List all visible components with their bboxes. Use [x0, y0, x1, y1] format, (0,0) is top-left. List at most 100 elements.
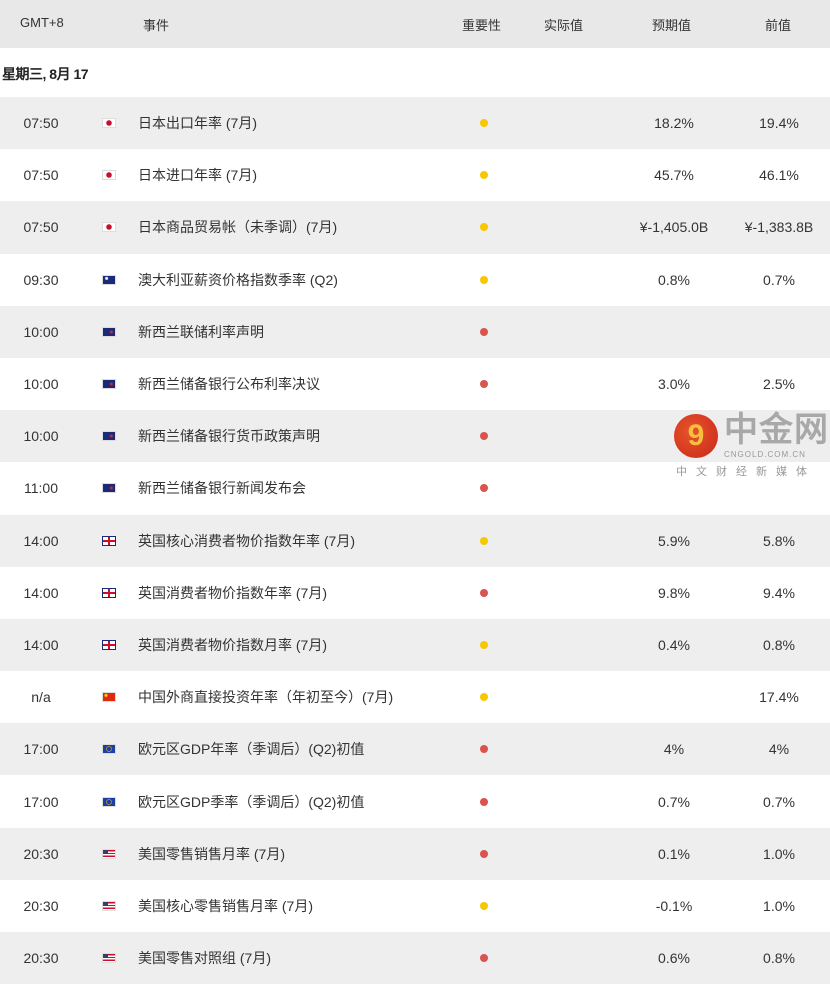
- flag-eu-icon: [102, 796, 116, 807]
- importance-high-icon: [480, 797, 488, 806]
- flag-gb-icon: [102, 535, 116, 546]
- previous-value: 0.8%: [763, 950, 795, 967]
- event-name[interactable]: 英国消费者物价指数月率 (7月): [138, 636, 327, 653]
- importance-high-icon: [480, 484, 488, 493]
- forecast-value: 0.1%: [658, 845, 690, 862]
- forecast-value: 0.4%: [658, 636, 690, 653]
- watermark: 9 中金网 CNGOLD.COM.CN 中文财经新媒体: [672, 412, 830, 484]
- col-previous: 前值: [765, 18, 792, 33]
- event-name[interactable]: 中国外商直接投资年率（年初至今）(7月): [138, 689, 394, 706]
- event-name[interactable]: 澳大利亚薪资价格指数季率 (Q2): [138, 271, 338, 288]
- col-actual: 实际值: [544, 18, 584, 33]
- importance-medium-icon: [480, 640, 488, 649]
- table-row[interactable]: 10:00 新西兰联储利率声明: [0, 305, 830, 358]
- table-row[interactable]: 14:00 英国消费者物价指数月率 (7月) 0.4% 0.8%: [0, 618, 830, 672]
- event-name[interactable]: 英国消费者物价指数年率 (7月): [138, 584, 327, 601]
- flag-us-icon: [102, 953, 116, 964]
- table-row[interactable]: 07:50 日本进口年率 (7月) 45.7% 46.1%: [0, 149, 830, 201]
- importance-medium-icon: [480, 693, 488, 702]
- importance-medium-icon: [480, 275, 488, 284]
- event-time: 20:30: [23, 845, 59, 862]
- flag-nz-icon: [102, 431, 116, 442]
- flag-jp-icon: [102, 222, 116, 233]
- flag-jp-icon: [102, 118, 116, 129]
- event-name[interactable]: 欧元区GDP季率（季调后）(Q2)初值: [138, 793, 365, 810]
- event-name[interactable]: 新西兰储备银行公布利率决议: [138, 376, 320, 393]
- table-row[interactable]: 07:50 日本商品贸易帐（未季调）(7月) ¥-1,405.0B ¥-1,38…: [0, 201, 830, 254]
- previous-value: ¥-1,383.8B: [744, 219, 814, 236]
- event-time: 10:00: [23, 376, 59, 393]
- importance-high-icon: [480, 380, 488, 389]
- event-name[interactable]: 新西兰储备银行新闻发布会: [138, 480, 306, 497]
- event-name[interactable]: 日本商品贸易帐（未季调）(7月): [138, 219, 338, 236]
- importance-high-icon: [480, 432, 488, 441]
- previous-value: 2.5%: [763, 376, 795, 393]
- table-row[interactable]: 20:30 美国零售对照组 (7月) 0.6% 0.8%: [0, 932, 830, 984]
- watermark-name: 中金网: [724, 411, 829, 449]
- previous-value: 4%: [768, 741, 790, 758]
- watermark-slogan: 中文财经新媒体: [676, 466, 816, 478]
- previous-value: 9.4%: [763, 584, 795, 601]
- table-row[interactable]: 14:00 英国消费者物价指数年率 (7月) 9.8% 9.4%: [0, 567, 830, 619]
- event-name[interactable]: 欧元区GDP年率（季调后）(Q2)初值: [138, 741, 365, 758]
- previous-value: 17.4%: [759, 689, 799, 706]
- table-row[interactable]: 10:00 新西兰储备银行公布利率决议 3.0% 2.5%: [0, 358, 830, 410]
- event-name[interactable]: 日本进口年率 (7月): [138, 167, 257, 184]
- table-row[interactable]: 17:00 欧元区GDP年率（季调后）(Q2)初值 4% 4%: [0, 723, 830, 776]
- event-time: 07:50: [23, 167, 59, 184]
- flag-nz-icon: [102, 326, 116, 337]
- previous-value: 0.7%: [763, 271, 795, 288]
- cngold-logo-icon: 9: [674, 414, 718, 458]
- event-name[interactable]: 美国零售对照组 (7月): [138, 950, 271, 967]
- table-row[interactable]: 07:50 日本出口年率 (7月) 18.2% 19.4%: [0, 97, 830, 150]
- watermark-url: CNGOLD.COM.CN: [724, 450, 806, 459]
- flag-us-icon: [102, 848, 116, 859]
- forecast-value: 0.7%: [658, 793, 690, 810]
- table-row[interactable]: 20:30 美国核心零售销售月率 (7月) -0.1% 1.0%: [0, 880, 830, 932]
- table-row[interactable]: 14:00 英国核心消费者物价指数年率 (7月) 5.9% 5.8%: [0, 514, 830, 567]
- event-name[interactable]: 新西兰联储利率声明: [138, 323, 264, 340]
- event-time: 09:30: [23, 271, 59, 288]
- event-name[interactable]: 美国核心零售销售月率 (7月): [138, 897, 313, 914]
- table-row[interactable]: n/a 中国外商直接投资年率（年初至今）(7月) 17.4%: [0, 671, 830, 723]
- event-list: 07:50 日本出口年率 (7月) 18.2% 19.4% 07:50 日本进口年…: [0, 97, 830, 984]
- flag-nz-icon: [102, 379, 116, 390]
- event-name[interactable]: 美国零售销售月率 (7月): [138, 845, 285, 862]
- forecast-value: 18.2%: [654, 115, 694, 132]
- forecast-value: 0.6%: [658, 950, 690, 967]
- event-time: 14:00: [23, 636, 59, 653]
- date-heading: 星期三, 8月 17: [2, 66, 89, 82]
- event-name[interactable]: 日本出口年率 (7月): [138, 115, 257, 132]
- forecast-value: -0.1%: [655, 897, 693, 914]
- event-time: 20:30: [23, 897, 59, 914]
- event-time: n/a: [31, 689, 51, 706]
- col-event: 事件: [143, 18, 170, 33]
- previous-value: 0.8%: [763, 636, 795, 653]
- forecast-value: 5.9%: [658, 532, 690, 549]
- importance-medium-icon: [480, 536, 488, 545]
- forecast-value: 3.0%: [658, 376, 690, 393]
- previous-value: 1.0%: [763, 845, 795, 862]
- flag-nz-icon: [102, 483, 116, 494]
- forecast-value: 45.7%: [654, 167, 694, 184]
- col-forecast: 预期值: [652, 18, 692, 33]
- importance-high-icon: [480, 954, 488, 963]
- col-importance: 重要性: [462, 18, 502, 33]
- previous-value: 5.8%: [763, 532, 795, 549]
- event-time: 07:50: [23, 115, 59, 132]
- event-time: 17:00: [23, 793, 59, 810]
- event-name[interactable]: 英国核心消费者物价指数年率 (7月): [138, 532, 355, 549]
- importance-high-icon: [480, 588, 488, 597]
- table-row[interactable]: 09:30 澳大利亚薪资价格指数季率 (Q2) 0.8% 0.7%: [0, 254, 830, 306]
- forecast-value: 4%: [663, 741, 685, 758]
- flag-us-icon: [102, 900, 116, 911]
- table-row[interactable]: 20:30 美国零售销售月率 (7月) 0.1% 1.0%: [0, 827, 830, 880]
- importance-high-icon: [480, 745, 488, 754]
- forecast-value: 0.8%: [658, 271, 690, 288]
- table-row[interactable]: 11:00 新西兰储备银行新闻发布会: [0, 462, 830, 514]
- event-name[interactable]: 新西兰储备银行货币政策声明: [138, 428, 320, 445]
- previous-value: 19.4%: [759, 115, 799, 132]
- table-row[interactable]: 17:00 欧元区GDP季率（季调后）(Q2)初值 0.7% 0.7%: [0, 775, 830, 827]
- importance-medium-icon: [480, 171, 488, 180]
- previous-value: 1.0%: [763, 897, 795, 914]
